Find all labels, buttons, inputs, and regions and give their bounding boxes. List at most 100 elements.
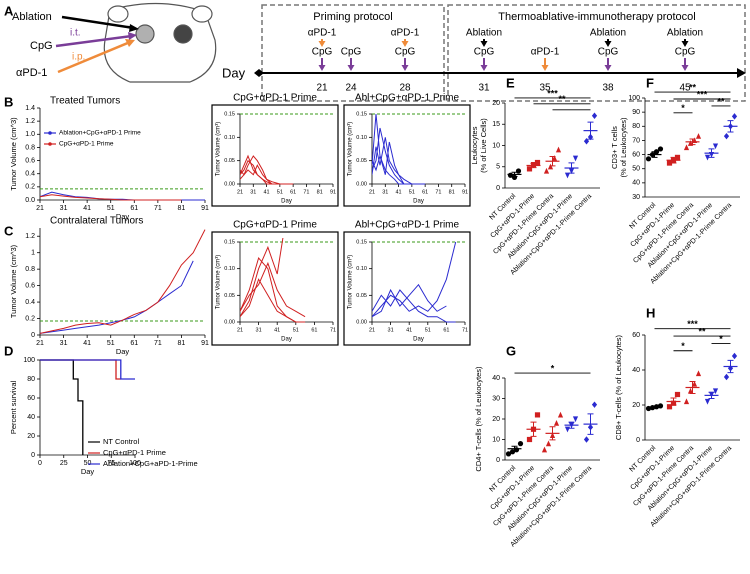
x-tick-label: 81 [449, 189, 455, 195]
event-day: 45 [679, 83, 691, 94]
event-label: αPD-1 [391, 28, 420, 39]
y-tick-label: 40 [27, 414, 35, 421]
x-axis-label: Day [281, 199, 292, 205]
x-tick-label: 61 [443, 327, 449, 333]
y-tick-label: 0.00 [356, 319, 367, 325]
data-point [547, 163, 554, 170]
x-tick-label: 51 [277, 189, 283, 195]
event-label: Ablation [667, 28, 703, 39]
y-tick-label: 0.05 [224, 158, 235, 164]
x-tick-label: 81 [317, 189, 323, 195]
error-bar [549, 156, 556, 167]
x-tick-label: 61 [130, 205, 138, 212]
x-tick-label: 61 [290, 189, 296, 195]
y-tick-label: 1.4 [25, 105, 35, 112]
error-bar [651, 406, 658, 409]
series-line [40, 260, 194, 334]
y-tick-label: 0.00 [356, 181, 367, 187]
inset-title: Abl+CpG+αPD-1 Prime [355, 220, 460, 231]
route-label: i.p. [72, 52, 85, 63]
error-bar [530, 421, 537, 437]
significance-label: * [551, 363, 555, 373]
data-point [666, 160, 673, 166]
error-bar [651, 151, 658, 158]
panel-label: D [4, 343, 13, 358]
y-tick-label: 0.6 [25, 282, 35, 289]
data-point [666, 404, 673, 410]
legend-marker [48, 131, 52, 135]
y-axis-label: Tumor Volume (cm³) [216, 122, 222, 176]
y-tick-label: 1 [31, 250, 35, 257]
y-tick-label: 0.15 [356, 111, 367, 117]
y-tick-label: 40 [632, 180, 640, 187]
chart-title: Contralateral Tumors [50, 216, 143, 227]
data-point [545, 440, 552, 447]
y-tick-label: 10 [492, 142, 500, 149]
x-tick-label: 51 [425, 327, 431, 333]
arrow-head [401, 65, 409, 71]
x-tick-label: 71 [435, 189, 441, 195]
event-label: CpG [312, 47, 333, 58]
series-line [240, 256, 306, 323]
data-point [691, 380, 698, 387]
significance-label: *** [687, 319, 698, 329]
significance-label: ** [558, 94, 566, 104]
y-tick-label: 0.05 [224, 293, 235, 299]
y-tick-label: 0.2 [25, 184, 35, 191]
y-axis-label: Tumor Volume (cm^3) [9, 244, 18, 318]
y-tick-label: 1.2 [25, 118, 35, 125]
legend-label: Ablation+CpG+aPD-1-Prime [103, 459, 198, 468]
arrow-head [681, 65, 689, 71]
series-line [372, 141, 426, 185]
y-tick-label: 20 [492, 416, 500, 423]
legend-marker [48, 142, 52, 146]
y-tick-label: 0.15 [224, 239, 235, 245]
arrow-head [318, 41, 326, 47]
data-point [731, 352, 738, 360]
x-tick-label: 21 [36, 340, 44, 347]
series-line [372, 289, 456, 323]
x-axis-label: Day [413, 337, 424, 343]
error-bar [568, 162, 575, 174]
arrow-head [541, 65, 549, 71]
event-day: 38 [602, 83, 614, 94]
arrow-head [347, 65, 355, 71]
x-tick-label: 61 [130, 340, 138, 347]
y-tick-label: 10 [492, 436, 500, 443]
error-bar [689, 381, 696, 394]
event-label: CpG [341, 47, 362, 58]
y-tick-label: 20 [632, 402, 640, 409]
event-label: αPD-1 [531, 47, 560, 58]
arrow-head [129, 24, 139, 32]
significance-label: ** [689, 82, 697, 92]
chart-title: Treated Tumors [50, 96, 120, 107]
panel-label: H [646, 305, 655, 320]
x-tick-label: 71 [462, 327, 468, 333]
inset-frame [343, 231, 471, 346]
y-tick-label: 0 [31, 452, 35, 459]
event-day: 35 [539, 83, 551, 94]
apd1-arrow [57, 40, 131, 74]
x-tick-label: 21 [369, 189, 375, 195]
x-tick-label: 100 [129, 460, 141, 467]
error-bar [511, 171, 518, 178]
data-point [572, 155, 579, 162]
y-tick-label: 0.6 [25, 157, 35, 164]
significance-label: * [681, 103, 685, 113]
data-point [509, 449, 516, 455]
series-line [240, 238, 284, 317]
x-tick-label: 21 [369, 327, 375, 333]
agent-label: αPD-1 [16, 67, 47, 79]
panel-label: B [4, 94, 13, 109]
data-point [583, 138, 590, 145]
route-arrows [55, 15, 139, 74]
x-tick-label: 50 [84, 460, 92, 467]
mouse-ear [191, 5, 213, 23]
y-tick-label: 0.05 [356, 158, 367, 164]
error-bar [670, 397, 677, 406]
event-label: CpG [395, 47, 416, 58]
x-tick-label: 61 [311, 327, 317, 333]
x-tick-label: 51 [409, 189, 415, 195]
y-axis-label: Tumor Volume (cm³) [216, 255, 222, 309]
error-bar [689, 138, 696, 146]
